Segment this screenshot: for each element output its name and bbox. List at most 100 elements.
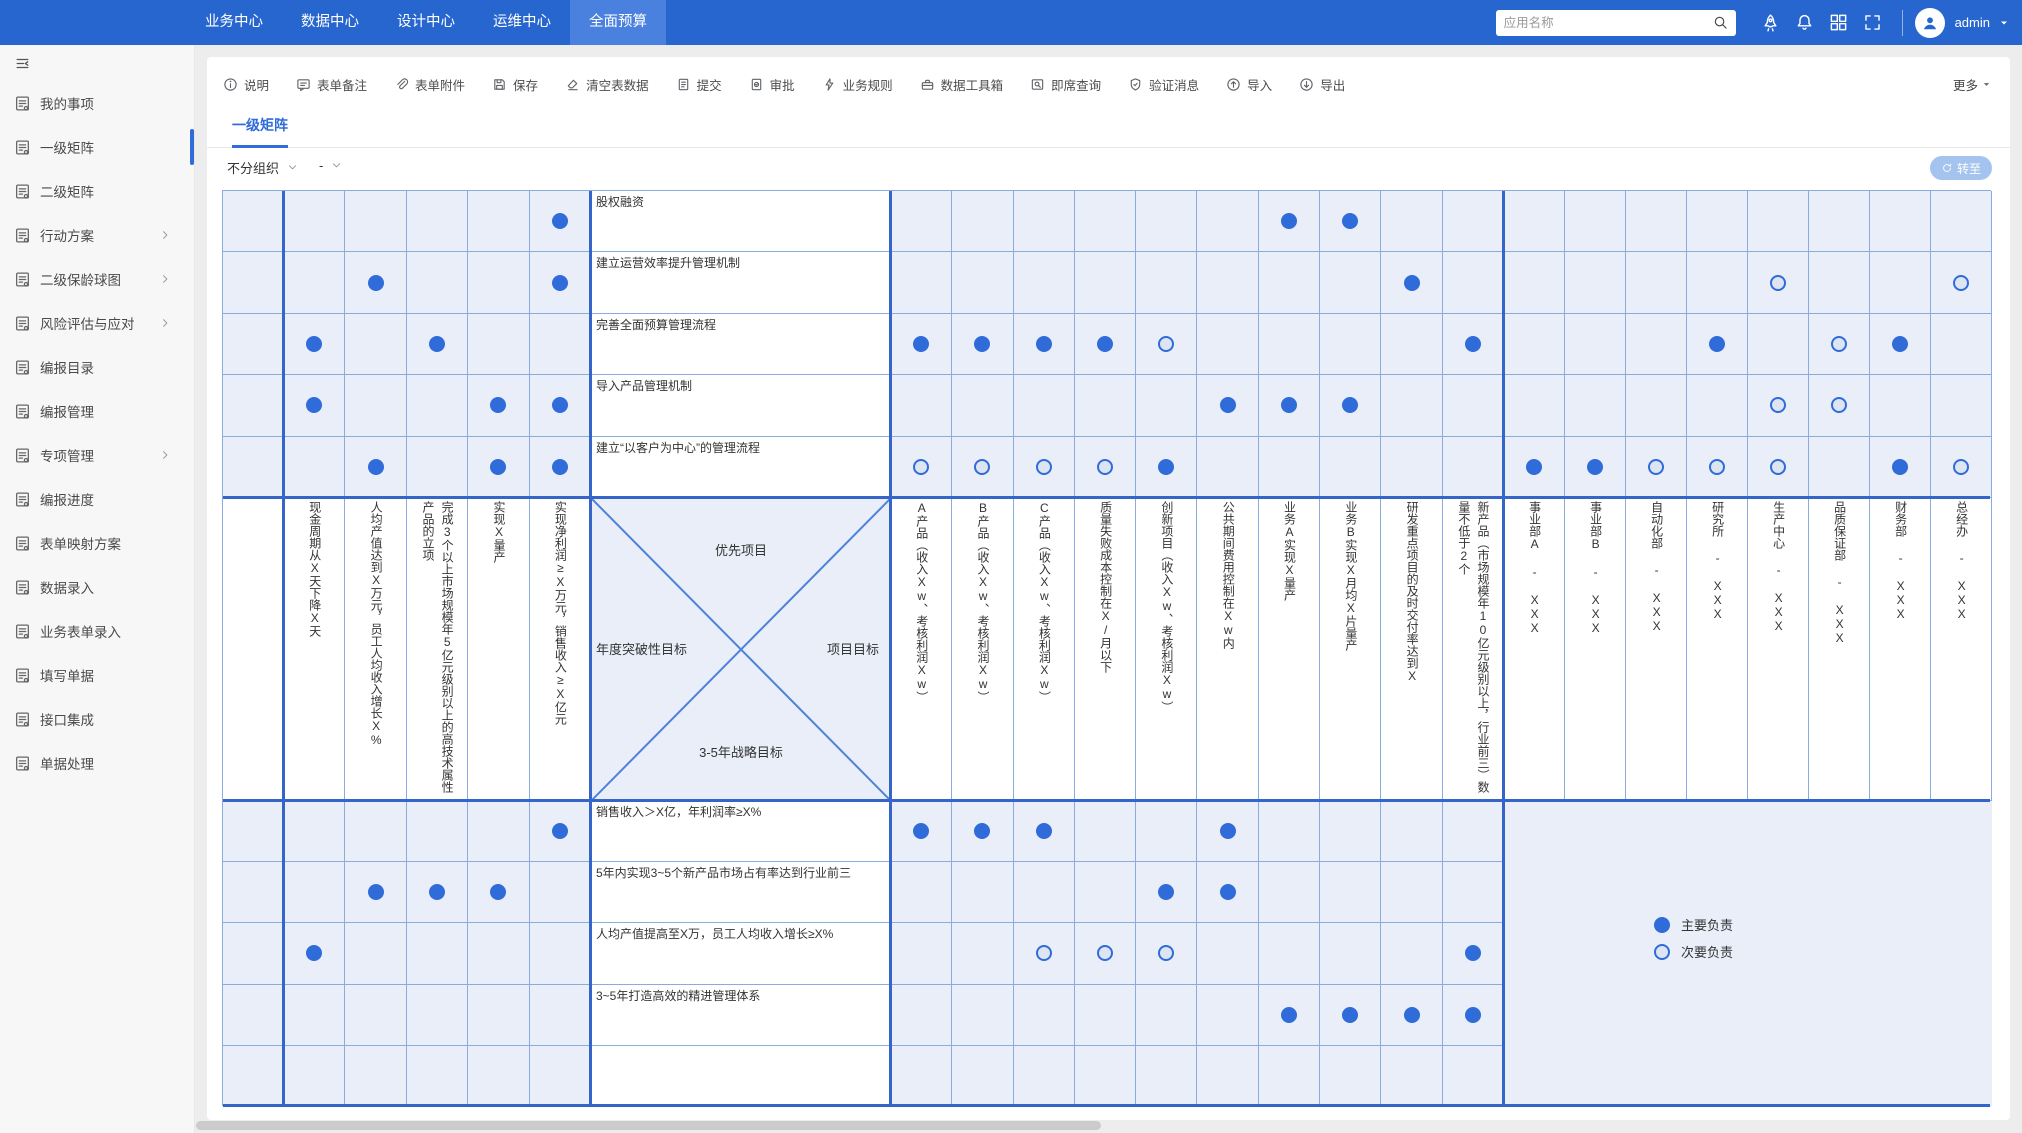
matrix-cell[interactable] xyxy=(468,1045,530,1107)
matrix-cell[interactable] xyxy=(1381,191,1443,253)
matrix-cell[interactable] xyxy=(1136,436,1198,498)
app-search[interactable] xyxy=(1495,9,1736,36)
matrix-cell[interactable] xyxy=(284,801,346,863)
matrix-cell[interactable] xyxy=(1258,1045,1321,1107)
matrix-cell[interactable] xyxy=(345,313,407,376)
matrix-cell[interactable] xyxy=(345,1045,407,1107)
matrix-cell[interactable] xyxy=(1197,984,1259,1046)
matrix-cell[interactable] xyxy=(468,801,530,863)
nav-item-1[interactable]: 业务中心 xyxy=(205,14,263,30)
matrix-cell[interactable] xyxy=(1687,436,1748,498)
avatar[interactable] xyxy=(1914,7,1945,38)
matrix-cell[interactable] xyxy=(1136,252,1198,314)
toolbar-verify[interactable]: 验证消息 xyxy=(1128,75,1199,94)
matrix-cell[interactable] xyxy=(223,191,284,253)
matrix-cell[interactable] xyxy=(952,436,1014,498)
matrix-cell[interactable] xyxy=(1320,191,1382,253)
matrix-cell[interactable] xyxy=(891,801,953,863)
matrix-cell[interactable] xyxy=(1013,1045,1075,1107)
sidebar-item[interactable]: 编报进度 xyxy=(0,477,194,521)
toolbar-import[interactable]: 导入 xyxy=(1226,75,1272,94)
matrix-cell[interactable] xyxy=(1442,1045,1504,1107)
matrix-cell[interactable] xyxy=(1381,984,1443,1046)
matrix-cell[interactable] xyxy=(284,313,346,376)
toolbar-export[interactable]: 导出 xyxy=(1299,75,1345,94)
matrix-cell[interactable] xyxy=(284,1045,346,1107)
matrix-cell[interactable] xyxy=(1687,252,1748,314)
matrix-cell[interactable] xyxy=(1074,436,1137,498)
matrix-cell[interactable] xyxy=(1320,984,1382,1046)
matrix-cell[interactable] xyxy=(529,252,591,314)
rocket-icon[interactable] xyxy=(1754,0,1788,45)
matrix-cell[interactable] xyxy=(468,436,530,498)
matrix-cell[interactable] xyxy=(1136,1045,1198,1107)
matrix-cell[interactable] xyxy=(345,436,407,498)
matrix-cell[interactable] xyxy=(1381,375,1443,437)
matrix-cell[interactable] xyxy=(223,862,284,924)
matrix-cell[interactable] xyxy=(1870,436,1931,498)
matrix-cell[interactable] xyxy=(1931,313,1992,376)
matrix-cell[interactable] xyxy=(952,801,1014,863)
matrix-cell[interactable] xyxy=(345,984,407,1046)
matrix-cell[interactable] xyxy=(1381,801,1443,863)
matrix-cell[interactable] xyxy=(1320,436,1382,498)
matrix-cell[interactable] xyxy=(1931,375,1992,437)
fullscreen-icon[interactable] xyxy=(1856,0,1890,45)
scrollbar-thumb[interactable] xyxy=(196,1121,1101,1130)
matrix-cell[interactable] xyxy=(1931,252,1992,314)
matrix-cell[interactable] xyxy=(1258,375,1321,437)
matrix-cell[interactable] xyxy=(1565,191,1626,253)
matrix-cell[interactable] xyxy=(1809,313,1870,376)
matrix-cell[interactable] xyxy=(1626,252,1687,314)
period-filter-dropdown[interactable]: - xyxy=(319,158,342,173)
matrix-cell[interactable] xyxy=(1136,375,1198,437)
apps-grid-icon[interactable] xyxy=(1822,0,1856,45)
matrix-cell[interactable] xyxy=(1197,313,1259,376)
tab-primary-matrix[interactable]: 一级矩阵 xyxy=(232,115,288,148)
matrix-cell[interactable] xyxy=(952,375,1014,437)
matrix-cell[interactable] xyxy=(1381,436,1443,498)
matrix-cell[interactable] xyxy=(952,984,1014,1046)
toolbar-clear[interactable]: 清空表数据 xyxy=(565,75,649,94)
matrix-cell[interactable] xyxy=(468,862,530,924)
toolbar-save[interactable]: 保存 xyxy=(492,75,538,94)
matrix-cell[interactable] xyxy=(1136,801,1198,863)
matrix-cell[interactable] xyxy=(1381,862,1443,924)
matrix-cell[interactable] xyxy=(1258,801,1321,863)
matrix-cell[interactable] xyxy=(1320,252,1382,314)
more-button[interactable]: 更多 xyxy=(1953,71,1992,97)
nav-item-3[interactable]: 设计中心 xyxy=(397,14,455,30)
matrix-cell[interactable] xyxy=(1013,375,1075,437)
matrix-cell[interactable] xyxy=(1870,191,1931,253)
matrix-cell[interactable] xyxy=(345,862,407,924)
matrix-cell[interactable] xyxy=(1013,984,1075,1046)
matrix-cell[interactable] xyxy=(1074,801,1137,863)
matrix-cell[interactable] xyxy=(406,252,469,314)
matrix-cell[interactable] xyxy=(529,313,591,376)
matrix-cell[interactable] xyxy=(1565,375,1626,437)
matrix-cell[interactable] xyxy=(1320,1045,1382,1107)
matrix-cell[interactable] xyxy=(1626,313,1687,376)
matrix-cell[interactable] xyxy=(1809,191,1870,253)
goto-button[interactable]: 转至 xyxy=(1929,156,1992,180)
search-input[interactable] xyxy=(1503,15,1713,30)
nav-item-4[interactable]: 运维中心 xyxy=(493,14,551,30)
matrix-cell[interactable] xyxy=(1197,923,1259,985)
matrix-cell[interactable] xyxy=(1074,252,1137,314)
matrix-cell[interactable] xyxy=(223,984,284,1046)
matrix-cell[interactable] xyxy=(952,252,1014,314)
bell-icon[interactable] xyxy=(1788,0,1822,45)
matrix-cell[interactable] xyxy=(1626,375,1687,437)
matrix-cell[interactable] xyxy=(1442,923,1504,985)
sidebar-item[interactable]: 数据录入 xyxy=(0,565,194,609)
toolbar-info[interactable]: 说明 xyxy=(223,75,269,94)
matrix-cell[interactable] xyxy=(284,862,346,924)
sidebar-item[interactable]: 表单映射方案 xyxy=(0,521,194,565)
matrix-cell[interactable] xyxy=(1381,313,1443,376)
matrix-cell[interactable] xyxy=(1258,436,1321,498)
matrix-cell[interactable] xyxy=(891,191,953,253)
matrix-cell[interactable] xyxy=(1013,923,1075,985)
matrix-cell[interactable] xyxy=(223,375,284,437)
matrix-cell[interactable] xyxy=(406,313,469,376)
matrix-cell[interactable] xyxy=(1687,191,1748,253)
